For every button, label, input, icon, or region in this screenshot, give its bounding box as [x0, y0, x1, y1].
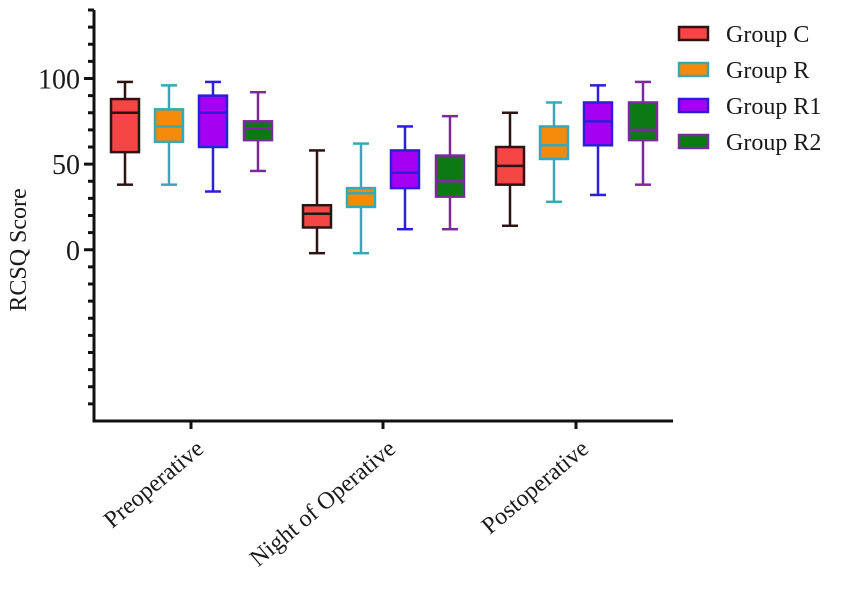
legend-label: Group R: [726, 58, 809, 84]
y-ticks: 0 50 100: [38, 8, 94, 406]
iqr-box: [345, 186, 377, 209]
box-group-c-2: [494, 111, 526, 228]
legend-swatch: [677, 133, 710, 150]
legend-swatch: [677, 25, 710, 42]
legend-label: Group R1: [726, 94, 821, 120]
box-group-r2-2: [627, 80, 659, 186]
box-group-r1-1: [389, 125, 421, 231]
iqr-box: [109, 97, 141, 154]
box-group-c-0: [109, 80, 141, 186]
iqr-box: [197, 94, 229, 149]
x-tick-label: Preoperative: [99, 436, 209, 534]
iqr-box: [389, 149, 421, 190]
box-group-r-0: [153, 84, 185, 186]
legend: Group C Group R Group R1 Group R2: [677, 22, 821, 156]
box-group-c-1: [301, 149, 333, 255]
y-axis-label: RCSQ Score: [6, 188, 32, 311]
axes: 0 50 100 Preoperative Night of Operative Pos…: [38, 8, 673, 572]
x-tick-label: Postoperative: [477, 436, 594, 540]
y-tick-label: 50: [52, 150, 80, 181]
box-group-r-1: [345, 142, 377, 255]
legend-label: Group R2: [726, 130, 821, 156]
y-tick-label: 0: [66, 236, 80, 267]
iqr-box: [538, 125, 570, 161]
iqr-box: [242, 120, 274, 142]
x-ticks: Preoperative Night of Operative Postoperat…: [99, 421, 594, 572]
iqr-box: [434, 154, 466, 198]
legend-label: Group C: [726, 22, 809, 48]
iqr-box: [627, 101, 659, 142]
legend-item: Group R1: [677, 94, 821, 120]
legend-swatch: [677, 61, 710, 78]
legend-item: Group R: [677, 58, 809, 84]
box-group-r2-0: [242, 90, 274, 173]
box-group-r1-2: [582, 84, 614, 197]
box-group-r2-1: [434, 114, 466, 231]
iqr-box: [301, 203, 333, 229]
y-tick-label: 100: [38, 65, 80, 96]
legend-item: Group R2: [677, 130, 821, 156]
legend-swatch: [677, 97, 710, 114]
box-group-r-2: [538, 101, 570, 204]
legend-item: Group C: [677, 22, 809, 48]
iqr-box: [582, 101, 614, 147]
x-tick-label: Night of Operative: [245, 436, 401, 572]
box-group-r1-0: [197, 80, 229, 193]
plot-area: [109, 80, 659, 255]
